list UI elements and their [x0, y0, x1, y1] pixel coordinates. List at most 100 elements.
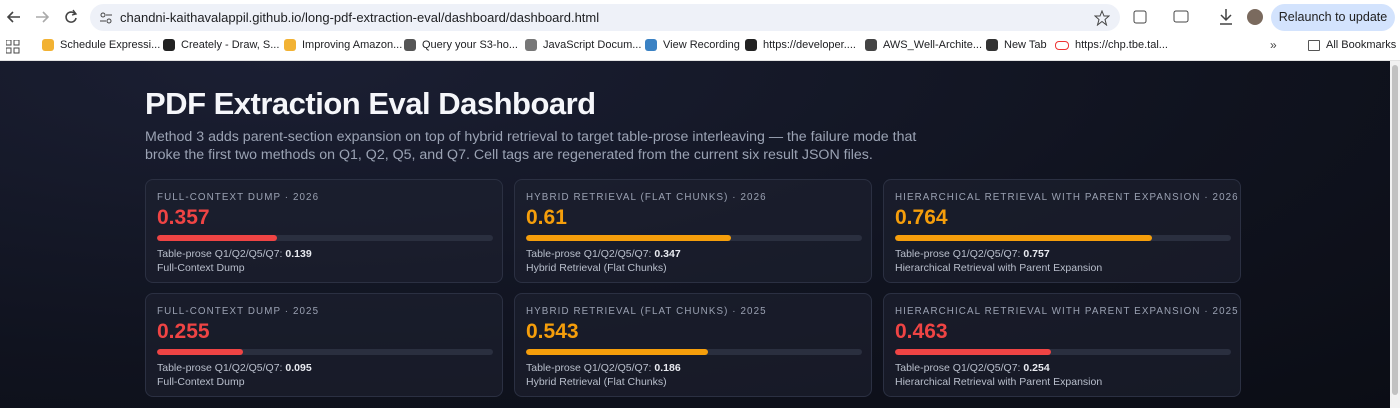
score-track	[157, 235, 493, 241]
bookmark[interactable]: Improving Amazon...	[284, 39, 402, 51]
all-bookmarks[interactable]: All Bookmarks	[1308, 39, 1396, 51]
card-label: HYBRID RETRIEVAL (FLAT CHUNKS) · 2025	[526, 306, 767, 317]
bookmark-label[interactable]: Creately - Draw, S...	[181, 39, 280, 51]
bookmark-label[interactable]: Query your S3-ho...	[422, 39, 518, 51]
table-prose-label: Table-prose Q1/Q2/Q5/Q7:	[157, 362, 283, 374]
bookmark-icon[interactable]	[163, 39, 175, 51]
score-bar	[526, 349, 709, 355]
score-bar	[157, 349, 243, 355]
dashboard: PDF Extraction Eval Dashboard Method 3 a…	[0, 61, 1390, 408]
scroll-thumb[interactable]	[1392, 65, 1398, 395]
method-name: Hybrid Retrieval (Flat Chunks)	[526, 376, 667, 388]
dashboard-description: Method 3 adds parent-section expansion o…	[145, 129, 917, 163]
table-prose-value: 0.095	[285, 362, 312, 374]
method-name: Hierarchical Retrieval with Parent Expan…	[895, 262, 1103, 274]
bookmark-label[interactable]: Improving Amazon...	[302, 39, 403, 51]
bookmark-label[interactable]: View Recording	[663, 39, 740, 51]
score-track	[895, 235, 1231, 241]
score-track	[895, 349, 1231, 355]
table-prose-line: Table-prose Q1/Q2/Q5/Q7: 0.757	[895, 248, 1050, 260]
bookmark[interactable]: JavaScript Docum...	[525, 39, 641, 51]
method-name: Hybrid Retrieval (Flat Chunks)	[526, 262, 667, 274]
bookmark[interactable]: Schedule Expressi...	[42, 39, 160, 51]
bookmark-label[interactable]: Schedule Expressi...	[60, 39, 161, 51]
table-prose-line: Table-prose Q1/Q2/Q5/Q7: 0.186	[526, 362, 681, 374]
score-bar	[895, 349, 1051, 355]
overflow-chevron[interactable]: »	[1270, 38, 1277, 52]
table-prose-line: Table-prose Q1/Q2/Q5/Q7: 0.139	[157, 248, 312, 260]
table-prose-label: Table-prose Q1/Q2/Q5/Q7:	[526, 248, 652, 260]
scrollbar[interactable]	[1390, 61, 1400, 408]
method-name: Hierarchical Retrieval with Parent Expan…	[895, 376, 1103, 388]
nav-buttons[interactable]	[0, 0, 80, 34]
card-score: 0.463	[895, 320, 948, 343]
card-label: HIERARCHICAL RETRIEVAL WITH PARENT EXPAN…	[895, 306, 1239, 317]
bookmark-label[interactable]: JavaScript Docum...	[543, 39, 642, 51]
bookmark-icon[interactable]	[745, 39, 757, 51]
apps-icon[interactable]	[6, 40, 20, 54]
bookmark-icon[interactable]	[404, 39, 416, 51]
score-track	[157, 349, 493, 355]
score-card: FULL-CONTEXT DUMP · 2025 0.255 Table-prose…	[145, 293, 503, 397]
toolbar: chandni-kaithavalappil.github.io/long-pd…	[0, 0, 1400, 34]
card-label: HYBRID RETRIEVAL (FLAT CHUNKS) · 2026	[526, 192, 767, 203]
bookmark-icon[interactable]	[284, 39, 296, 51]
bookmark-icon[interactable]	[525, 39, 537, 51]
table-prose-value: 0.347	[654, 248, 681, 260]
table-prose-value: 0.139	[285, 248, 312, 260]
bookmark[interactable]: View Recording	[645, 39, 740, 51]
card-score: 0.543	[526, 320, 579, 343]
score-track	[526, 235, 862, 241]
card-label: FULL-CONTEXT DUMP · 2025	[157, 306, 320, 317]
bookmark-icon[interactable]	[986, 39, 998, 51]
table-prose-label: Table-prose Q1/Q2/Q5/Q7:	[526, 362, 652, 374]
relaunch-button[interactable]: Relaunch to update	[1271, 4, 1395, 31]
url[interactable]: chandni-kaithavalappil.github.io/long-pd…	[120, 10, 600, 25]
score-track	[526, 349, 862, 355]
bookmark-label[interactable]: https://chp.tbe.tal...	[1075, 39, 1168, 51]
score-bar	[526, 235, 731, 241]
bookmark[interactable]: Creately - Draw, S...	[163, 39, 279, 51]
bookmarks-bar: Schedule Expressi... Creately - Draw, S..…	[0, 34, 1400, 61]
bookmark[interactable]: New Tab	[986, 39, 1047, 51]
bookmark[interactable]: Query your S3-ho...	[404, 39, 518, 51]
score-card: HIERARCHICAL RETRIEVAL WITH PARENT EXPAN…	[883, 293, 1241, 397]
table-prose-value: 0.186	[654, 362, 681, 374]
table-prose-label: Table-prose Q1/Q2/Q5/Q7:	[895, 362, 1021, 374]
table-prose-line: Table-prose Q1/Q2/Q5/Q7: 0.254	[895, 362, 1050, 374]
score-card: HYBRID RETRIEVAL (FLAT CHUNKS) · 2026 0.6…	[514, 179, 872, 283]
card-score: 0.357	[157, 206, 210, 229]
card-grid: FULL-CONTEXT DUMP · 2026 0.357 Table-prose…	[145, 179, 1241, 397]
method-name: Full-Context Dump	[157, 262, 245, 274]
bookmark-icon[interactable]	[645, 39, 657, 51]
site-info-icon[interactable]	[98, 10, 114, 26]
method-name: Full-Context Dump	[157, 376, 245, 388]
bookmark-label[interactable]: New Tab	[1004, 39, 1047, 51]
table-prose-line: Table-prose Q1/Q2/Q5/Q7: 0.347	[526, 248, 681, 260]
bookmark-star[interactable]	[1094, 10, 1110, 26]
score-card: HYBRID RETRIEVAL (FLAT CHUNKS) · 2025 0.5…	[514, 293, 872, 397]
bookmark-label[interactable]: AWS_Well-Archite...	[883, 39, 983, 51]
table-prose-value: 0.254	[1023, 362, 1050, 374]
card-score: 0.764	[895, 206, 948, 229]
address-bar[interactable]: chandni-kaithavalappil.github.io/long-pd…	[90, 4, 1120, 31]
bookmark-icon[interactable]	[865, 39, 877, 51]
score-bar	[157, 235, 277, 241]
card-label: FULL-CONTEXT DUMP · 2026	[157, 192, 320, 203]
bookmark[interactable]: AWS_Well-Archite...	[865, 39, 982, 51]
dashboard-title: PDF Extraction Eval Dashboard	[145, 86, 596, 121]
table-prose-label: Table-prose Q1/Q2/Q5/Q7:	[157, 248, 283, 260]
table-prose-value: 0.757	[1023, 248, 1050, 260]
card-score: 0.61	[526, 206, 567, 229]
bookmark-icon[interactable]	[42, 39, 54, 51]
score-card: FULL-CONTEXT DUMP · 2026 0.357 Table-prose…	[145, 179, 503, 283]
bookmark[interactable]: https://chp.tbe.tal...	[1055, 39, 1168, 51]
card-score: 0.255	[157, 320, 210, 343]
bookmark-label[interactable]: https://developer....	[763, 39, 856, 51]
bookmark-icon[interactable]	[1055, 40, 1069, 50]
all-bookmarks-label[interactable]: All Bookmarks	[1326, 39, 1397, 51]
bookmark[interactable]: https://developer....	[745, 39, 856, 51]
toolbar-icons[interactable]	[1130, 0, 1270, 34]
